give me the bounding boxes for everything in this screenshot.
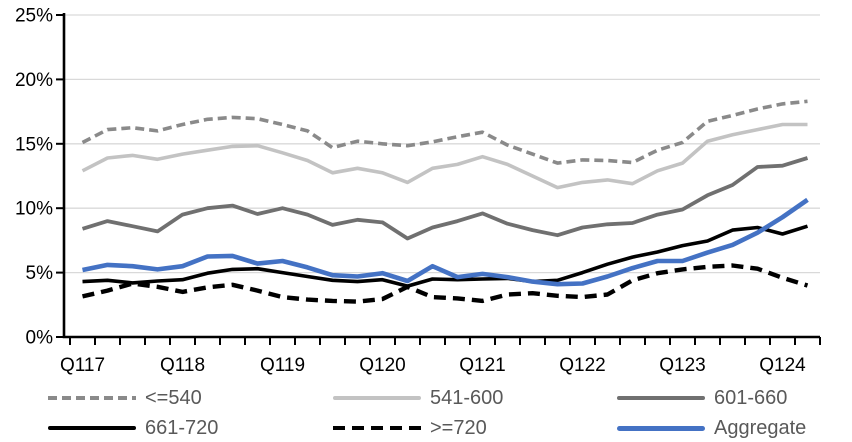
legend-label: 661-720 [145,417,219,439]
x-tick-label: Q119 [260,355,305,376]
y-tick-label: 20% [15,70,53,91]
legend-swatch-line [333,396,421,400]
legend-swatch-line [617,425,705,431]
x-tick-label: Q124 [759,355,806,376]
x-tick-label: Q121 [459,355,505,376]
y-axis: 0% 5% 10% 15% 20% 25% [15,6,64,349]
x-tick-label: Q123 [659,355,705,376]
x-tick-label: Q118 [160,355,205,376]
y-tick-label: 15% [15,134,53,155]
x-tick-label: Q117 [60,355,105,376]
legend-label: Aggregate [714,417,807,439]
legend-swatch-line [48,396,136,400]
legend-item: <=540 [48,388,202,408]
legend-item: >=720 [333,418,487,438]
gridlines [64,14,820,274]
legend-item: 661-720 [48,418,218,438]
legend-item: 541-600 [333,388,503,408]
x-tick-label: Q122 [559,355,605,376]
series-line-661-720 [82,224,809,288]
legend-swatch-line [333,426,421,430]
legend-label: 601-660 [714,387,788,409]
legend-item: 601-660 [617,388,787,408]
legend-item: Aggregate [617,418,806,438]
series-line-601-660 [81,156,809,241]
x-axis: Q117 Q118 Q119 Q120 Q121 Q122 Q123 Q124 [60,337,821,376]
x-tick-label: Q120 [359,355,405,376]
series-line-541-600 [81,122,808,190]
series-lines [81,99,809,304]
y-tick-label: 25% [15,6,53,27]
legend-swatch-line [48,426,136,430]
axes [62,13,820,339]
legend-swatch-line [617,396,705,400]
legend-label: <=540 [145,387,202,409]
line-chart: 0% 5% 10% 15% 20% 25% Q117 Q118 Q119 Q120 Q121 Q122… [15,6,821,376]
y-tick-label: 0% [26,328,54,349]
series-line-aggregate [82,197,809,287]
y-tick-label: 10% [15,199,53,220]
legend-label: >=720 [430,417,487,439]
legend-label: 541-600 [430,387,504,409]
series-line-720 [82,263,809,304]
y-tick-label: 5% [26,263,54,284]
